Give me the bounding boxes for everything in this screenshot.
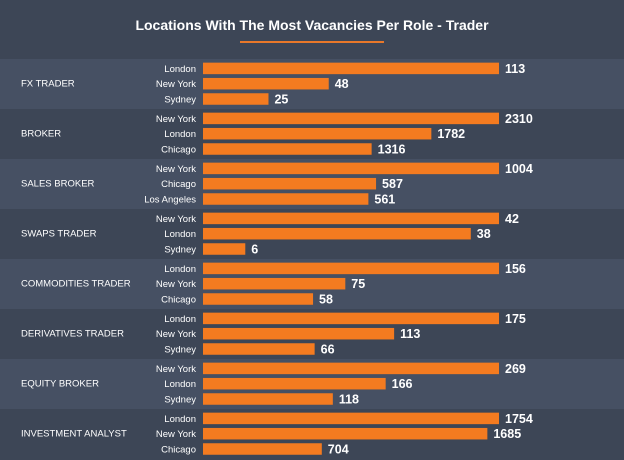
- bar: [203, 127, 432, 140]
- value-label: 25: [274, 93, 288, 107]
- role-label: COMMODITIES TRADER: [21, 279, 131, 290]
- role-label: SALES BROKER: [21, 179, 95, 190]
- bar: [203, 243, 246, 255]
- chart-title: Locations With The Most Vacancies Per Ro…: [135, 17, 489, 33]
- value-label: 156: [505, 262, 526, 276]
- location-label: Chicago: [161, 179, 196, 190]
- bar: [203, 62, 499, 75]
- bar: [203, 177, 377, 190]
- value-label: 175: [505, 312, 526, 326]
- bar: [203, 227, 471, 240]
- location-label: Chicago: [161, 294, 196, 305]
- value-label: 269: [505, 362, 526, 376]
- location-label: London: [164, 379, 196, 390]
- value-label: 38: [477, 227, 491, 241]
- location-label: London: [164, 264, 196, 275]
- bar: [203, 377, 386, 390]
- location-label: New York: [156, 164, 196, 175]
- bar: [203, 77, 329, 90]
- value-label: 587: [382, 177, 403, 191]
- location-label: Sydney: [164, 244, 196, 255]
- value-label: 42: [505, 212, 519, 226]
- bar: [203, 162, 499, 175]
- value-label: 561: [374, 193, 395, 207]
- location-label: London: [164, 129, 196, 140]
- bar: [203, 412, 499, 425]
- location-label: New York: [156, 214, 196, 225]
- value-label: 1754: [505, 412, 533, 426]
- bar: [203, 112, 499, 125]
- title-underline: [240, 41, 384, 43]
- role-label: INVESTMENT ANALYST: [21, 429, 127, 440]
- location-label: Sydney: [164, 94, 196, 105]
- value-label: 113: [400, 327, 420, 341]
- value-label: 166: [392, 377, 413, 391]
- bar: [203, 262, 499, 275]
- bar: [203, 93, 269, 105]
- location-label: London: [164, 414, 196, 425]
- value-label: 1685: [493, 427, 521, 441]
- value-label: 75: [351, 277, 365, 291]
- location-label: Sydney: [164, 394, 196, 405]
- value-label: 118: [339, 393, 359, 407]
- bar: [203, 277, 346, 290]
- value-label: 2310: [505, 112, 533, 126]
- bar: [203, 312, 499, 325]
- value-label: 113: [505, 62, 525, 76]
- bar: [203, 343, 315, 355]
- location-label: Los Angeles: [144, 194, 196, 205]
- location-label: Chicago: [161, 144, 196, 155]
- bar: [203, 293, 314, 305]
- value-label: 1004: [505, 162, 533, 176]
- value-label: 6: [251, 243, 258, 257]
- bar: [203, 327, 395, 340]
- location-label: New York: [156, 364, 196, 375]
- bar: [203, 393, 333, 405]
- location-label: Chicago: [161, 444, 196, 455]
- location-label: New York: [156, 114, 196, 125]
- role-label: BROKER: [21, 129, 61, 140]
- location-label: London: [164, 64, 196, 75]
- location-label: Sydney: [164, 344, 196, 355]
- bar: [203, 143, 372, 155]
- bar: [203, 362, 499, 375]
- role-label: EQUITY BROKER: [21, 379, 99, 390]
- value-label: 48: [335, 77, 349, 91]
- value-label: 66: [321, 343, 335, 357]
- location-label: New York: [156, 429, 196, 440]
- value-label: 58: [319, 293, 333, 307]
- value-label: 1782: [437, 127, 465, 141]
- role-label: FX TRADER: [21, 79, 75, 90]
- role-label: SWAPS TRADER: [21, 229, 97, 240]
- location-label: London: [164, 229, 196, 240]
- value-label: 1316: [378, 143, 406, 157]
- bar: [203, 427, 488, 440]
- bar: [203, 212, 499, 225]
- value-label: 704: [328, 443, 349, 457]
- bar: [203, 193, 369, 205]
- bar: [203, 443, 322, 455]
- location-label: New York: [156, 329, 196, 340]
- role-label: DERIVATIVES TRADER: [21, 329, 124, 340]
- location-label: New York: [156, 79, 196, 90]
- location-label: New York: [156, 279, 196, 290]
- location-label: London: [164, 314, 196, 325]
